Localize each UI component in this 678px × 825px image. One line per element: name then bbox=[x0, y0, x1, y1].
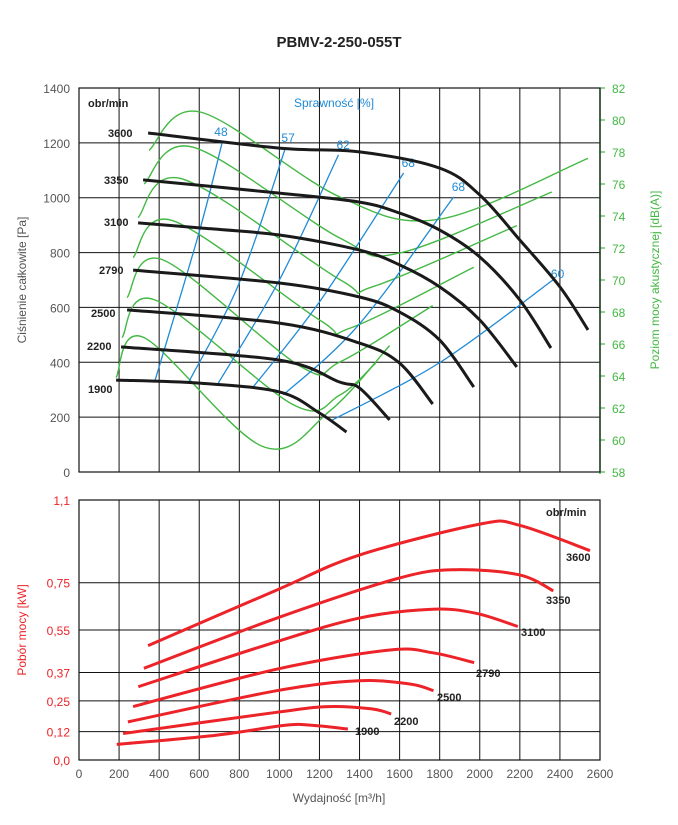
x-tick-label: 200 bbox=[109, 767, 129, 781]
x-tick-label: 800 bbox=[229, 767, 249, 781]
pressure-chart: 0 200 400 600 800 1000 1200 1400 58 60 62 64 66 68 70 7… bbox=[15, 82, 662, 480]
efficiency-label: 48 bbox=[214, 125, 228, 139]
y-tick-label: 0,37 bbox=[47, 667, 71, 681]
pressure-curve-2790 bbox=[132, 268, 476, 388]
x-tick-label: 2600 bbox=[587, 767, 614, 781]
efficiency-line-60 bbox=[332, 279, 554, 421]
y-tick-label: 1,1 bbox=[53, 494, 70, 508]
y2-tick-label: 62 bbox=[612, 402, 626, 416]
y2-tick-label: 58 bbox=[612, 466, 626, 480]
x-tick-label: 400 bbox=[149, 767, 169, 781]
noise-curve-3600 bbox=[148, 110, 589, 222]
y2-tick-label: 74 bbox=[612, 210, 626, 224]
power-curve-rpm-label: 3600 bbox=[566, 552, 590, 564]
y-tick-label: 0,75 bbox=[47, 577, 71, 591]
efficiency-header: Sprawność [%] bbox=[294, 96, 374, 110]
pressure-curve-rpm-label: 3350 bbox=[104, 175, 128, 187]
power-curve-rpm-label: 2790 bbox=[476, 668, 500, 680]
y2-axis-title: Poziom mocy akustycznej [dB(A)] bbox=[648, 191, 662, 370]
x-tick-label: 1600 bbox=[386, 767, 413, 781]
y-tick-label: 1200 bbox=[43, 137, 70, 151]
pressure-curve-rpm-label: 3600 bbox=[108, 128, 132, 140]
y-tick-label: 200 bbox=[50, 411, 70, 425]
y2-tick-label: 76 bbox=[612, 178, 626, 192]
pressure-curve-rpm-label: 2790 bbox=[99, 265, 123, 277]
power-curve-rpm-label: 2200 bbox=[394, 716, 418, 728]
chart-title: PBMV-2-250-055T bbox=[276, 34, 401, 51]
pressure-curve-rpm-label: 2500 bbox=[91, 308, 115, 320]
y2-tick-label: 68 bbox=[612, 306, 626, 320]
efficiency-label: 62 bbox=[336, 138, 350, 152]
x-tick-label: 600 bbox=[189, 767, 209, 781]
x-tick-label: 1200 bbox=[306, 767, 333, 781]
y-tick-label: 400 bbox=[50, 356, 70, 370]
x-tick-label: 2000 bbox=[466, 767, 493, 781]
y2-tick-label: 64 bbox=[612, 370, 626, 384]
pressure-curve-rpm-label: 2200 bbox=[87, 341, 111, 353]
y-tick-label: 0,12 bbox=[47, 726, 71, 740]
x-tick-label: 1400 bbox=[346, 767, 373, 781]
y2-tick-label: 66 bbox=[612, 338, 626, 352]
x-tick-label: 0 bbox=[76, 767, 83, 781]
rpm-header: obr/min bbox=[546, 507, 587, 519]
pressure-curve-2500 bbox=[126, 308, 434, 405]
y-axis-title: Ciśnienie całkowite [Pa] bbox=[15, 217, 29, 344]
y2-tick-label: 78 bbox=[612, 146, 626, 160]
rpm-header: obr/min bbox=[88, 98, 129, 110]
noise-curve-2790 bbox=[132, 218, 475, 335]
power-curve-2200 bbox=[122, 704, 392, 735]
efficiency-line-62 bbox=[217, 154, 340, 384]
power-curve-rpm-label: 2500 bbox=[437, 692, 461, 704]
noise-curve-3100 bbox=[137, 176, 518, 295]
efficiency-label: 68 bbox=[452, 180, 466, 194]
pressure-curve-3100 bbox=[137, 221, 518, 368]
noise-curve-1900 bbox=[115, 335, 391, 450]
x-tick-label: 2200 bbox=[506, 767, 533, 781]
power-curve-3600 bbox=[147, 519, 591, 647]
noise-curve-3350 bbox=[143, 145, 553, 258]
efficiency-line-57 bbox=[187, 147, 287, 384]
y2-tick-label: 80 bbox=[612, 114, 626, 128]
power-curve-rpm-label: 3350 bbox=[546, 595, 570, 607]
power-curve-1900 bbox=[116, 722, 349, 746]
power-chart: 0 200 400 600 800 1000 1200 1400 1600 1800 2000 220… bbox=[15, 494, 614, 805]
y-axis-title: Pobór mocy [kW] bbox=[15, 584, 29, 675]
x-tick-label: 1000 bbox=[266, 767, 293, 781]
x-axis-title: Wydajność [m³/h] bbox=[293, 791, 386, 805]
pressure-curve-1900 bbox=[116, 378, 348, 434]
pressure-curve-3350 bbox=[142, 178, 553, 349]
y-tick-label: 1400 bbox=[43, 82, 70, 96]
y-tick-label: 0 bbox=[63, 466, 70, 480]
power-curve-2790 bbox=[132, 647, 475, 709]
noise-curve-2500 bbox=[126, 257, 434, 376]
power-curve-rpm-label: 1900 bbox=[355, 726, 379, 738]
top-plot-frame bbox=[78, 87, 601, 473]
y-tick-label: 0,25 bbox=[47, 695, 71, 709]
y-tick-label: 0,0 bbox=[53, 754, 70, 768]
pressure-curve-3600 bbox=[147, 131, 590, 331]
y2-tick-label: 70 bbox=[612, 274, 626, 288]
pressure-curve-2200 bbox=[120, 345, 391, 421]
y2-tick-label: 72 bbox=[612, 242, 626, 256]
efficiency-line-68 bbox=[251, 172, 405, 389]
y2-tick-label: 82 bbox=[612, 82, 626, 96]
power-curve-3100 bbox=[137, 607, 519, 689]
y-tick-label: 0,55 bbox=[47, 624, 71, 638]
noise-curve-2200 bbox=[121, 297, 377, 412]
efficiency-label: 57 bbox=[281, 131, 295, 145]
power-curve-3350 bbox=[143, 568, 554, 670]
x-tick-label: 2400 bbox=[547, 767, 574, 781]
y-tick-label: 800 bbox=[50, 247, 70, 261]
y2-tick-label: 60 bbox=[612, 434, 626, 448]
pressure-curve-rpm-label: 3100 bbox=[104, 217, 128, 229]
power-curve-rpm-label: 3100 bbox=[521, 627, 545, 639]
y-tick-label: 600 bbox=[50, 301, 70, 315]
pressure-curve-rpm-label: 1900 bbox=[88, 384, 112, 396]
power-curve-2500 bbox=[127, 679, 434, 724]
bottom-plot-frame bbox=[78, 499, 601, 761]
x-tick-label: 1800 bbox=[426, 767, 453, 781]
y-tick-label: 1000 bbox=[43, 192, 70, 206]
